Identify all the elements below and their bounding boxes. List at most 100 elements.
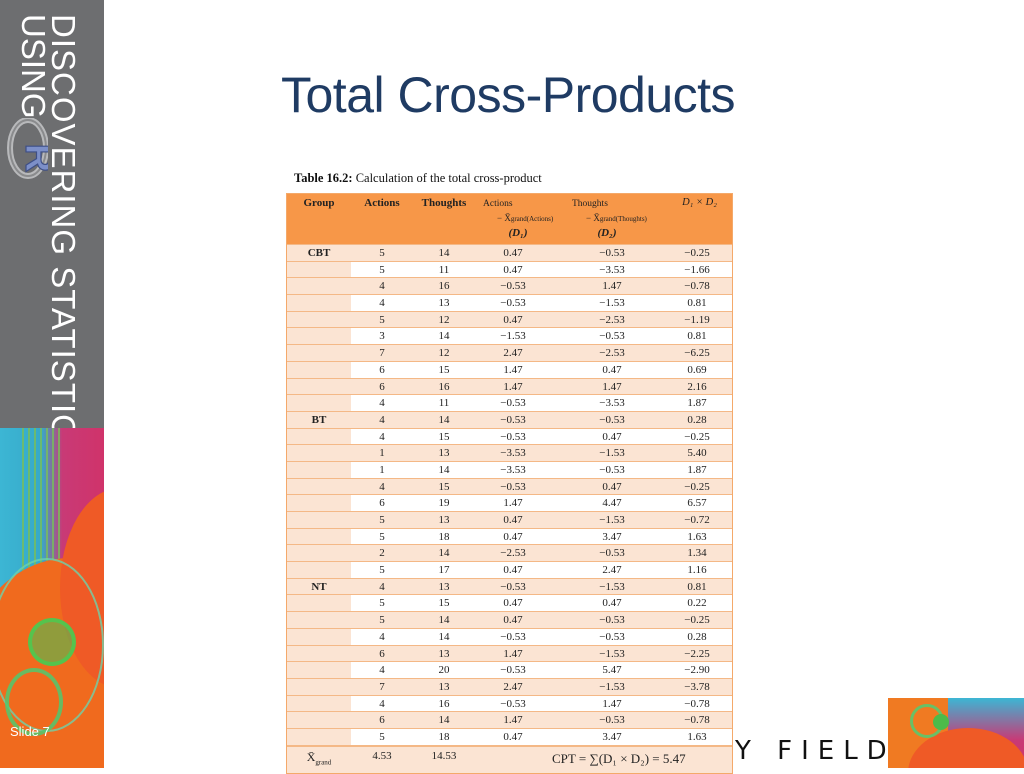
cell-thoughts: 18 xyxy=(438,530,450,543)
table-body: CBT 5 14 0.47 −0.53 −0.25 5 11 0.47 −3.53 −1.66 4 16… xyxy=(287,244,732,745)
cell-actions: 5 xyxy=(379,597,385,610)
table-row: 4 20 −0.53 5.47 −2.90 xyxy=(287,661,732,678)
cell-d2: −0.53 xyxy=(599,614,625,627)
cell-d2: −1.53 xyxy=(599,680,625,693)
cell-product: −0.25 xyxy=(684,247,710,259)
table-row: 6 14 1.47 −0.53 −0.78 xyxy=(287,711,732,728)
table-row: NT 4 13 −0.53 −1.53 0.81 xyxy=(287,577,732,595)
cell-thoughts: 13 xyxy=(438,647,450,660)
cell-thoughts: 13 xyxy=(438,680,450,693)
header-group: Group xyxy=(303,197,335,209)
cell-thoughts: 11 xyxy=(438,397,450,410)
cell-thoughts: 14 xyxy=(438,614,450,627)
cell-thoughts: 18 xyxy=(438,730,450,743)
table-row: 4 11 −0.53 −3.53 1.87 xyxy=(287,394,732,411)
table-row: 4 16 −0.53 1.47 −0.78 xyxy=(287,277,732,294)
cell-d1: −0.53 xyxy=(500,580,526,593)
cell-d1: −0.53 xyxy=(500,413,526,426)
cell-actions: 2 xyxy=(379,547,385,560)
cell-actions: 4 xyxy=(379,664,385,677)
cell-d2: −0.53 xyxy=(599,714,625,727)
cell-product: 0.28 xyxy=(687,630,707,643)
cell-product: 1.63 xyxy=(687,730,707,743)
cell-product: −0.25 xyxy=(684,614,710,627)
cell-actions: 4 xyxy=(379,280,385,293)
cell-d2: −1.53 xyxy=(599,297,625,310)
cell-product: 1.87 xyxy=(687,463,707,476)
slide-number: Slide 7 xyxy=(10,724,50,739)
cell-product: −1.19 xyxy=(684,313,710,326)
cell-product: 0.69 xyxy=(687,363,707,376)
cell-d1: 0.47 xyxy=(503,614,523,627)
table-row: 4 15 −0.53 0.47 −0.25 xyxy=(287,427,732,445)
cell-actions: 6 xyxy=(379,647,385,660)
table-row: 5 18 0.47 3.47 1.63 xyxy=(287,727,732,745)
cell-product: −0.25 xyxy=(684,430,710,443)
grand-mean-label: X̄grand xyxy=(306,749,332,767)
table-row: 4 14 −0.53 −0.53 0.28 xyxy=(287,627,732,645)
cell-d2: 1.47 xyxy=(602,380,622,393)
group-label: BT xyxy=(311,413,327,426)
cell-product: 0.81 xyxy=(687,580,707,593)
cell-product: −0.25 xyxy=(684,480,710,493)
slide-title: Total Cross-Products xyxy=(281,67,736,123)
cell-product: 1.87 xyxy=(687,397,707,410)
cell-d1: 0.47 xyxy=(503,597,523,610)
cell-actions: 4 xyxy=(379,580,385,593)
cell-d1: −0.53 xyxy=(500,397,526,410)
cell-d2: −3.53 xyxy=(599,397,625,410)
header-actions: Actions xyxy=(364,197,400,209)
table-row: 5 15 0.47 0.47 0.22 xyxy=(287,594,732,612)
cell-thoughts: 13 xyxy=(438,297,450,310)
brand-using: USING xyxy=(15,14,52,119)
table-row: 3 14 −1.53 −0.53 0.81 xyxy=(287,327,732,345)
table-footer: X̄grand 4.53 14.53 CPT = ∑(D₁ × D₂) = 5.… xyxy=(287,744,732,773)
cell-d1: 2.47 xyxy=(503,680,523,693)
cell-actions: 5 xyxy=(379,530,385,543)
cell-d2: 1.47 xyxy=(602,280,622,293)
cell-d1: −2.53 xyxy=(500,547,526,560)
group-block-cbt: CBT 5 14 0.47 −0.53 −0.25 5 11 0.47 −3.53 −1.66 4 16… xyxy=(287,244,732,411)
cell-d2: 2.47 xyxy=(602,564,622,577)
cell-product: 5.40 xyxy=(687,447,707,460)
header-d1: Actions − X̄grand(Actions) (D₁) xyxy=(483,199,554,239)
cell-d2: −1.53 xyxy=(599,447,625,460)
cell-d1: 2.47 xyxy=(503,347,523,360)
cell-d2: −0.53 xyxy=(599,413,625,426)
cell-thoughts: 17 xyxy=(438,564,450,577)
table-row: 6 16 1.47 1.47 2.16 xyxy=(287,377,732,395)
group-block-bt: BT 4 14 −0.53 −0.53 0.28 4 15 −0.53 0.47 −0.25 1 13−… xyxy=(287,410,732,578)
cell-d1: 0.47 xyxy=(503,247,523,259)
cell-product: −6.25 xyxy=(684,347,710,360)
cell-d2: 1.47 xyxy=(602,697,622,710)
r-logo-icon: R xyxy=(7,118,48,179)
cell-product: −2.90 xyxy=(684,664,710,677)
sidebar-artwork xyxy=(0,428,104,768)
table-row: 1 13 −3.53 −1.53 5.40 xyxy=(287,444,732,461)
cell-actions: 5 xyxy=(379,564,385,577)
cell-actions: 5 xyxy=(379,730,385,743)
grand-mean-actions: 4.53 xyxy=(372,749,392,762)
cell-thoughts: 14 xyxy=(438,463,450,476)
cell-thoughts: 14 xyxy=(438,413,450,426)
cell-d2: −2.53 xyxy=(599,347,625,360)
cell-d1: 1.47 xyxy=(503,380,523,393)
cell-product: −2.25 xyxy=(684,647,710,660)
cell-actions: 5 xyxy=(379,263,385,276)
cell-d1: −3.53 xyxy=(500,463,526,476)
cell-thoughts: 19 xyxy=(438,497,450,510)
cell-actions: 4 xyxy=(379,697,385,710)
sidebar: DISCOVERING STATISTICS USING R Slide 7 xyxy=(0,0,104,768)
cell-actions: 5 xyxy=(379,614,385,627)
cell-d1: −0.53 xyxy=(500,664,526,677)
cell-d1: 1.47 xyxy=(503,497,523,510)
cell-d1: −0.53 xyxy=(500,630,526,643)
cell-product: −0.78 xyxy=(684,280,710,293)
table-row: 1 14 −3.53 −0.53 1.87 xyxy=(287,460,732,478)
cell-product: 1.34 xyxy=(687,547,707,560)
table-caption: Table 16.2: Calculation of the total cro… xyxy=(294,171,542,186)
cell-d1: 1.47 xyxy=(503,714,523,727)
cell-product: 6.57 xyxy=(687,497,707,510)
cell-actions: 5 xyxy=(379,514,385,526)
group-block-nt: NT 4 13 −0.53 −1.53 0.81 5 15 0.47 0.47 0.22 5 14 0.4… xyxy=(287,577,732,745)
